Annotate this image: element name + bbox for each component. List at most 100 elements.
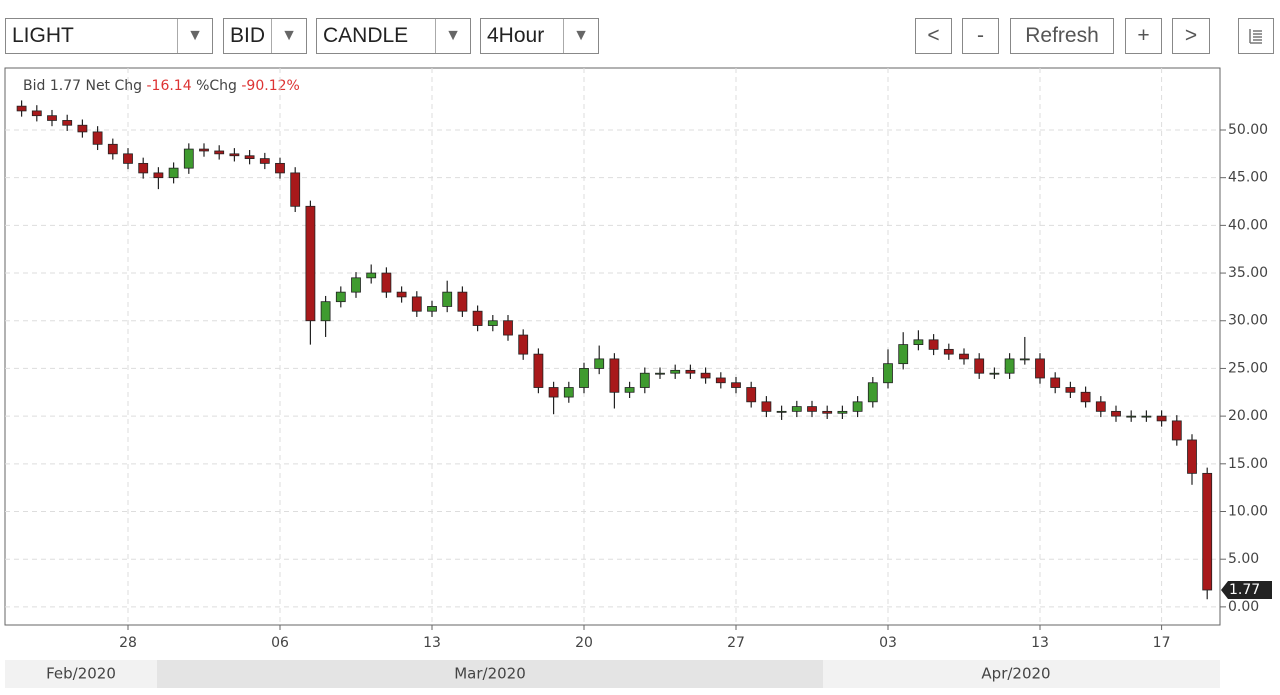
candle-body bbox=[487, 320, 498, 326]
x-tick-label: 20 bbox=[575, 635, 593, 651]
y-tick-label: 10.00 bbox=[1228, 504, 1268, 520]
candle-body bbox=[77, 124, 88, 133]
info-label: %Chg bbox=[196, 78, 237, 94]
candle-body bbox=[1171, 420, 1182, 441]
candle-body bbox=[1187, 439, 1197, 474]
info-value: -90.12% bbox=[241, 78, 299, 94]
candle-body bbox=[290, 172, 301, 207]
last-price-label: 1.77 bbox=[1229, 582, 1260, 598]
style: CANDLE bbox=[323, 24, 409, 47]
candle-body bbox=[366, 272, 377, 279]
candle-body bbox=[351, 277, 361, 293]
candle-body bbox=[214, 150, 225, 155]
candle-body bbox=[305, 205, 316, 322]
candle-body bbox=[928, 339, 939, 350]
candle-body bbox=[548, 387, 559, 398]
candle-body bbox=[244, 155, 255, 160]
info-value: 1.77 bbox=[50, 78, 81, 94]
candle-body bbox=[411, 296, 422, 312]
candle-body bbox=[16, 105, 27, 112]
candle-body bbox=[1065, 387, 1076, 393]
candle-body bbox=[594, 358, 605, 369]
info-value: -16.14 bbox=[146, 78, 191, 94]
candle-body bbox=[685, 369, 696, 374]
month-band bbox=[5, 660, 157, 688]
candle-body bbox=[989, 372, 1000, 375]
button[interactable]: + bbox=[1125, 18, 1162, 54]
candle-body bbox=[183, 148, 194, 169]
arrow: ▼ bbox=[271, 19, 306, 53]
month-band bbox=[157, 660, 823, 688]
candle-body bbox=[715, 377, 726, 384]
candle-body bbox=[320, 301, 331, 322]
y-tick-label: 5.00 bbox=[1228, 551, 1259, 567]
info-label: Net Chg bbox=[85, 78, 142, 94]
month-label: Feb/2020 bbox=[46, 665, 116, 683]
x-tick-label: 13 bbox=[423, 635, 441, 651]
interval-select[interactable]: 4Hour ▼ bbox=[480, 18, 599, 54]
side-select[interactable]: BID ▼ bbox=[223, 18, 307, 54]
candle-body bbox=[503, 320, 513, 336]
y-tick-label: 0.00 bbox=[1228, 599, 1259, 615]
candle-body bbox=[1095, 401, 1106, 412]
candle-body bbox=[563, 387, 574, 398]
candle-body bbox=[1156, 415, 1167, 422]
arrow: ▼ bbox=[563, 19, 598, 53]
info-label: Bid bbox=[23, 78, 45, 94]
candle-body bbox=[457, 291, 468, 312]
x-tick-label: 17 bbox=[1153, 635, 1171, 651]
candle-body bbox=[168, 167, 179, 179]
candle-body bbox=[31, 110, 42, 117]
candle-body bbox=[335, 291, 346, 303]
candle-body bbox=[259, 158, 270, 164]
candle-body bbox=[518, 334, 529, 355]
y-tick-label: 45.00 bbox=[1228, 170, 1268, 186]
candle-body bbox=[123, 153, 133, 164]
style-select[interactable]: CANDLE ▼ bbox=[316, 18, 471, 54]
button[interactable]: Refresh bbox=[1010, 18, 1114, 54]
candle-body bbox=[62, 120, 73, 126]
candle-body bbox=[47, 115, 57, 121]
x-tick-label: 13 bbox=[1031, 635, 1049, 651]
candle-body bbox=[1141, 415, 1152, 418]
x-tick-label: 28 bbox=[119, 635, 137, 651]
candle-body bbox=[746, 387, 757, 403]
button[interactable]: > bbox=[1172, 18, 1210, 54]
month-label: Mar/2020 bbox=[454, 665, 526, 683]
candle-body bbox=[655, 372, 665, 375]
candle-body bbox=[427, 306, 437, 312]
x-tick-label: 27 bbox=[727, 635, 745, 651]
candle-body bbox=[974, 358, 985, 374]
candle-body bbox=[1050, 377, 1061, 388]
settings-button[interactable] bbox=[1238, 18, 1274, 54]
y-tick-label: 30.00 bbox=[1228, 313, 1268, 329]
candle-body bbox=[579, 368, 589, 388]
candle-body bbox=[867, 382, 878, 403]
x-tick-label: 03 bbox=[879, 635, 897, 651]
y-tick-label: 20.00 bbox=[1228, 408, 1268, 424]
month-label: Apr/2020 bbox=[981, 665, 1050, 683]
arrow: ▼ bbox=[435, 19, 470, 53]
x-tick-label: 06 bbox=[271, 635, 289, 651]
candle-body bbox=[624, 387, 635, 393]
last-price-tag bbox=[1221, 580, 1272, 599]
symbol-select[interactable]: LIGHT ▼ bbox=[5, 18, 213, 54]
button[interactable]: < bbox=[915, 18, 952, 54]
candle-body bbox=[639, 372, 650, 388]
plot-frame bbox=[4, 67, 1221, 626]
candle-body bbox=[776, 410, 787, 413]
candle-body bbox=[1126, 415, 1137, 418]
candle-body bbox=[229, 153, 240, 157]
candle-body bbox=[199, 148, 209, 152]
candle-body bbox=[898, 344, 909, 365]
button[interactable]: - bbox=[962, 18, 999, 54]
candle-body bbox=[791, 406, 802, 412]
candle-body bbox=[1202, 472, 1213, 591]
y-tick-label: 40.00 bbox=[1228, 217, 1268, 233]
candle-body bbox=[761, 401, 772, 412]
candle-body bbox=[609, 358, 620, 393]
candle-body bbox=[1111, 410, 1121, 417]
y-tick-label: 25.00 bbox=[1228, 360, 1268, 376]
